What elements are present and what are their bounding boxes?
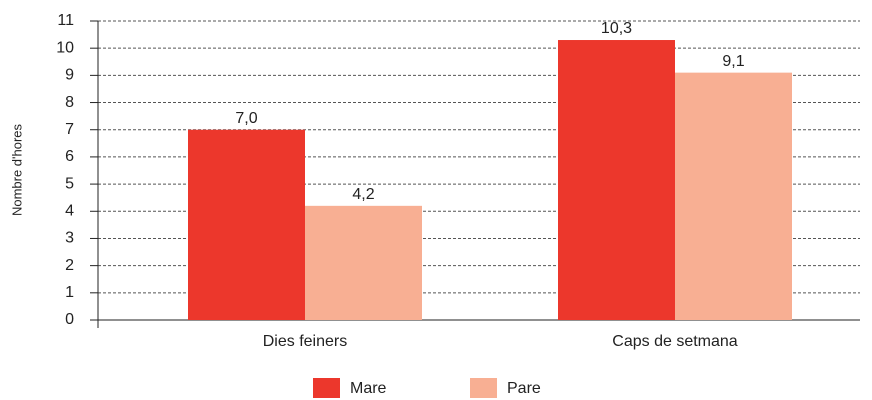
y-tick-label: 1 (65, 284, 74, 301)
bar (675, 72, 792, 321)
x-tick-label: Caps de setmana (612, 333, 738, 350)
y-tick-label: 3 (65, 230, 74, 247)
y-tick-label: 11 (57, 12, 74, 29)
value-label: 9,1 (722, 53, 744, 70)
y-tick-label: 6 (65, 148, 74, 165)
y-tick-label: 0 (65, 311, 74, 328)
y-tick-label: 7 (65, 121, 74, 138)
value-label: 10,3 (601, 20, 632, 37)
legend-swatch (470, 378, 497, 398)
y-tick-label: 5 (65, 175, 74, 192)
legend-swatch (313, 378, 340, 398)
bar (188, 129, 305, 320)
y-axis-label: Nombre d'hores (9, 123, 24, 216)
x-tick-label: Dies feiners (263, 333, 347, 350)
y-tick-label: 4 (65, 202, 74, 219)
y-tick-label: 10 (56, 39, 74, 56)
legend-label: Mare (350, 380, 387, 397)
value-label: 4,2 (352, 186, 374, 203)
y-tick-label: 9 (65, 67, 74, 84)
bar (558, 40, 675, 320)
legend-label: Pare (507, 380, 541, 397)
bar (305, 205, 422, 320)
y-tick-label: 8 (65, 94, 74, 111)
value-label: 7,0 (235, 110, 257, 127)
y-tick-label: 2 (65, 257, 74, 274)
